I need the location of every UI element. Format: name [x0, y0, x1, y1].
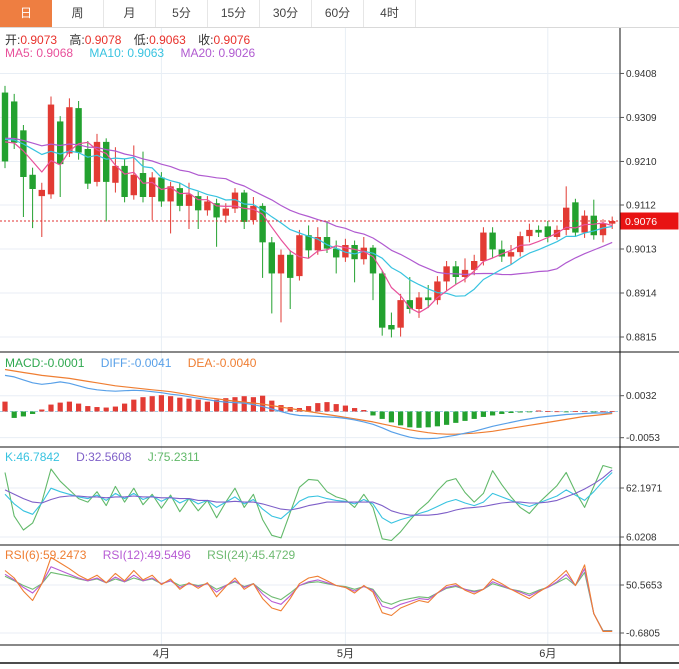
tab-timeframe-3[interactable]: 5分	[156, 0, 208, 27]
tab-timeframe-5[interactable]: 30分	[260, 0, 312, 27]
svg-text:0.9408: 0.9408	[626, 69, 657, 80]
kdj-panel	[4, 464, 613, 542]
tab-timeframe-0[interactable]: 日	[0, 0, 52, 27]
svg-text:6月: 6月	[539, 648, 556, 660]
svg-text:0.9210: 0.9210	[626, 157, 657, 168]
grid-layer	[0, 28, 620, 645]
tab-timeframe-7[interactable]: 4时	[364, 0, 416, 27]
candles-layer	[1, 85, 616, 338]
svg-text:5月: 5月	[337, 648, 354, 660]
svg-text:-0.6805: -0.6805	[626, 629, 660, 640]
svg-text:4月: 4月	[153, 648, 170, 660]
current-price-badge: 0.9076	[620, 212, 679, 230]
svg-text:0.8815: 0.8815	[626, 332, 657, 343]
svg-text:6.0208: 6.0208	[626, 532, 657, 543]
svg-text:0.9076: 0.9076	[625, 216, 657, 228]
tab-timeframe-2[interactable]: 月	[104, 0, 156, 27]
x-axis-labels: 4月 5月 6月	[153, 648, 557, 660]
tab-timeframe-4[interactable]: 15分	[208, 0, 260, 27]
svg-text:0.0032: 0.0032	[626, 391, 657, 402]
svg-text:0.9112: 0.9112	[626, 201, 656, 212]
svg-text:-0.0053: -0.0053	[626, 433, 660, 444]
svg-text:62.1971: 62.1971	[626, 484, 663, 495]
svg-text:0.9013: 0.9013	[626, 244, 657, 255]
ma-lines	[4, 137, 613, 314]
rsi-panel	[4, 556, 613, 632]
svg-text:50.5653: 50.5653	[626, 581, 663, 592]
svg-text:0.9309: 0.9309	[626, 113, 657, 124]
tab-timeframe-6[interactable]: 60分	[312, 0, 364, 27]
macd-panel	[0, 368, 620, 440]
svg-text:0.8914: 0.8914	[626, 288, 657, 299]
timeframe-tabbar: 日周月 5分 15分 30分 60分 4时	[0, 0, 679, 28]
axis-layer: 0.9408 0.9309 0.9210 0.9112 0.9013 0.8914 0.88…	[0, 28, 679, 664]
tab-timeframe-1[interactable]: 周	[52, 0, 104, 27]
